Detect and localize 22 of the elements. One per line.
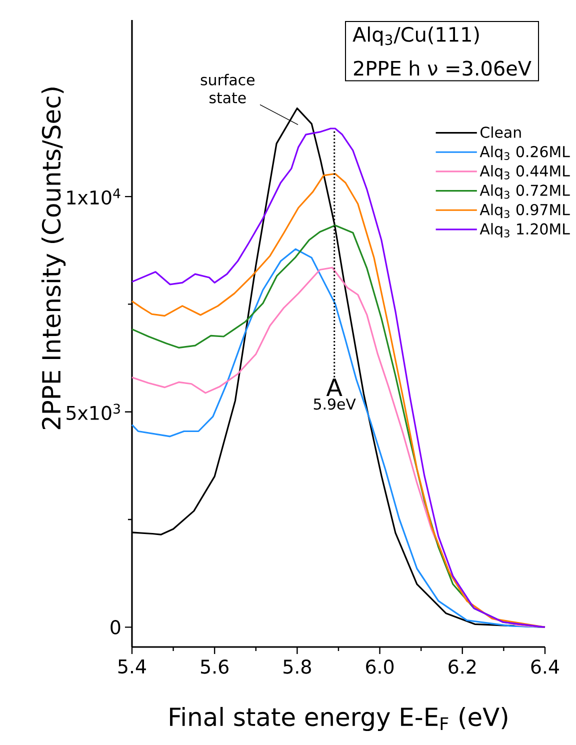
legend-label: Alq$_{3}$ 0.72ML: [480, 184, 570, 199]
text: 2PPE h ν =3.06eV: [354, 60, 532, 76]
ref-line-label: A: [326, 378, 342, 396]
y-tick-label: 0: [110, 620, 120, 634]
legend-label: Alq$_{3}$ 0.44ML: [480, 165, 570, 180]
x-tick-label: 5.4: [118, 660, 146, 674]
x-tick-label: 5.6: [200, 660, 228, 674]
legend-label: Clean: [480, 126, 521, 138]
legend-label: Alq$_{3}$ 1.20ML: [480, 223, 570, 238]
y-axis-title: 2PPE Intensity (Counts/Sec): [41, 88, 66, 430]
x-tick-label: 6.4: [531, 660, 559, 674]
legend-label: Alq$_{3}$ 0.26ML: [480, 146, 570, 160]
legend-label: Alq$_{3}$ 0.97ML: [480, 204, 570, 218]
annotation: 5.9eV: [314, 398, 356, 410]
x-tick-label: 6.2: [448, 660, 476, 674]
x-tick-label: 6.0: [366, 660, 394, 674]
x-tick-label: 5.8: [284, 660, 311, 674]
annotation: surface state: [200, 74, 254, 104]
y-tick-label: 1x10$^{4}$: [67, 188, 120, 205]
x-axis-title: Final state energy E-E$_{F}$ (eV): [170, 706, 508, 732]
chart-title: Alq$_{3}$/Cu(111): [352, 26, 479, 46]
y-tick-label: 5x10$^{3}$: [66, 404, 120, 420]
